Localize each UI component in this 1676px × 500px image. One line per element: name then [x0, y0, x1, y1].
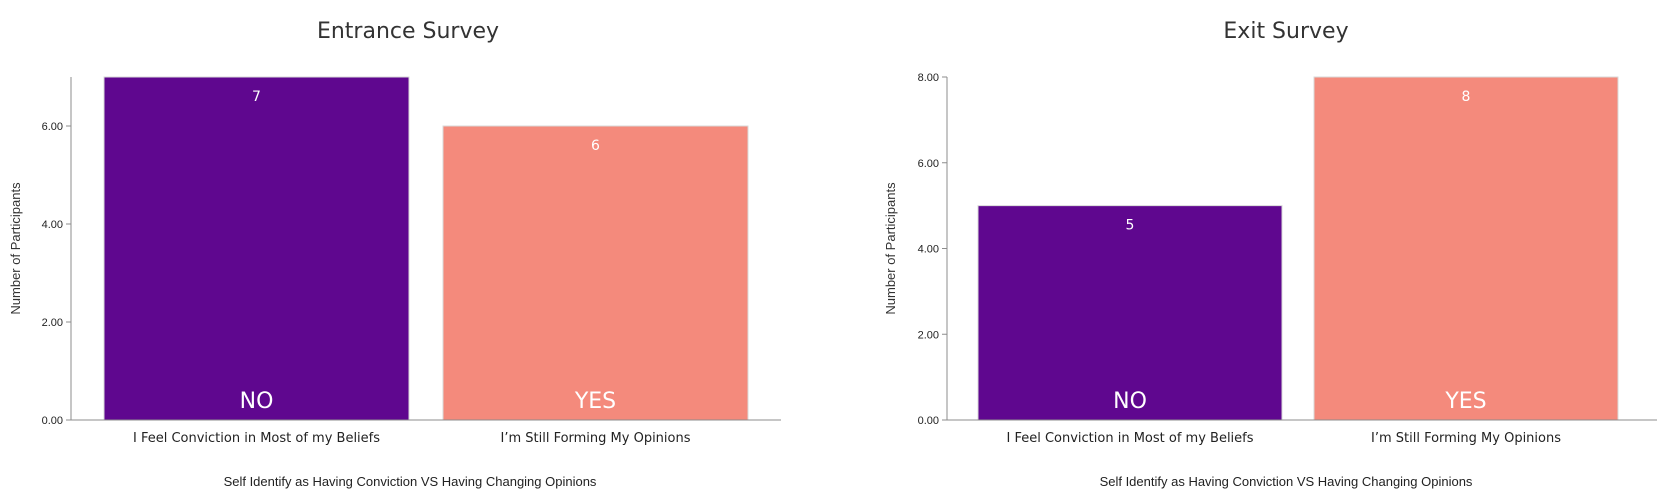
x-axis-label: Self Identify as Having Conviction VS Ha…: [224, 474, 597, 489]
x-tick-label: I’m Still Forming My Opinions: [500, 431, 690, 446]
bar-category-label: NO: [1113, 389, 1147, 414]
bar-value-label: 5: [1126, 218, 1135, 234]
entrance-survey-chart: Entrance Survey Number of Participants Sel…: [8, 19, 781, 489]
bar-no: [103, 76, 410, 421]
y-tick-label: 6.00: [918, 158, 939, 170]
y-tick-label: 0.00: [42, 415, 63, 427]
x-tick-label: I’m Still Forming My Opinions: [1371, 431, 1561, 446]
y-axis-label: Number of Participants: [8, 182, 23, 315]
bar-category-label: NO: [240, 389, 274, 414]
exit-survey-chart: Exit Survey Number of Participants Self Id…: [883, 19, 1657, 489]
x-tick-label: I Feel Conviction in Most of my Beliefs: [133, 431, 380, 446]
y-axis-label: Number of Participants: [883, 182, 898, 315]
y-tick-label: 4.00: [918, 244, 939, 256]
y-tick-label: 0.00: [918, 415, 939, 427]
bar-category-label: YES: [574, 389, 616, 414]
bar-yes: [1313, 76, 1619, 421]
bar-value-label: 8: [1462, 89, 1471, 105]
y-tick-label: 2.00: [918, 329, 939, 341]
y-tick-label: 4.00: [42, 219, 63, 231]
bar-category-label: YES: [1444, 389, 1486, 414]
bar-yes: [442, 125, 749, 421]
bar-value-label: 7: [252, 89, 261, 105]
bar-value-label: 6: [591, 138, 600, 154]
chart-title: Exit Survey: [1223, 19, 1348, 44]
y-tick-label: 2.00: [42, 317, 63, 329]
bar-no: [977, 205, 1283, 421]
y-tick-label: 8.00: [918, 72, 939, 84]
y-tick-label: 6.00: [42, 121, 63, 133]
x-axis-label: Self Identify as Having Conviction VS Ha…: [1100, 474, 1473, 489]
x-tick-label: I Feel Conviction in Most of my Beliefs: [1006, 431, 1253, 446]
chart-title: Entrance Survey: [317, 19, 499, 44]
